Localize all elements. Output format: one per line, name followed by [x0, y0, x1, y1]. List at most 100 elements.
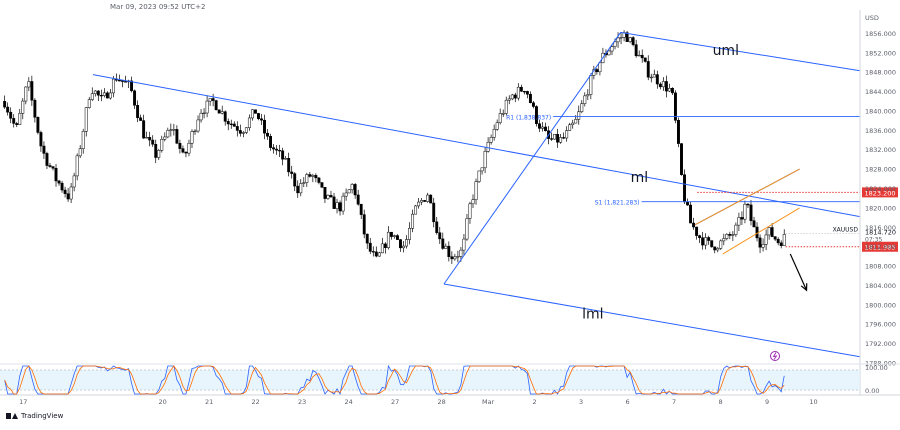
candle-body — [752, 220, 756, 228]
candle-body — [317, 177, 321, 183]
candle-body — [782, 234, 786, 246]
candle-body — [377, 252, 381, 257]
candle-body — [392, 235, 396, 237]
candle-body — [613, 41, 617, 47]
candle-body — [238, 130, 242, 134]
candle-body — [151, 139, 155, 145]
candle-body — [713, 246, 717, 251]
candle-body — [371, 251, 375, 253]
time-tick-label: 23 — [298, 398, 306, 406]
candle-body — [429, 194, 433, 204]
candle-body — [81, 131, 85, 149]
candle-body — [716, 248, 720, 251]
candle-body — [133, 90, 137, 106]
candle-body — [51, 166, 55, 169]
candle-body — [15, 123, 19, 125]
candle-body — [217, 109, 221, 114]
candle-body — [6, 106, 10, 113]
time-tick-label: 3 — [579, 398, 583, 406]
candle-body — [33, 99, 37, 118]
candle-body — [441, 238, 445, 249]
candle-body — [689, 204, 693, 224]
candle-body — [202, 112, 206, 115]
candle-body — [565, 130, 569, 139]
oscillator-d-line — [4, 365, 785, 395]
candle-body — [386, 231, 390, 248]
candle-body — [211, 98, 215, 101]
candle-body — [507, 98, 511, 101]
candle-body — [368, 242, 372, 252]
time-tick-label: 2 — [533, 398, 537, 406]
candle-body — [519, 86, 523, 92]
pitchfork-lower-label: lml — [582, 306, 603, 322]
candle-body — [586, 94, 590, 97]
candle-body — [193, 130, 197, 133]
candle-body — [459, 249, 463, 257]
candle-body — [423, 200, 427, 202]
candle-body — [184, 151, 188, 154]
candle-body — [3, 101, 7, 108]
candle-body — [531, 102, 535, 107]
candle-body — [154, 143, 158, 158]
price-tick-label: 1808.000 — [865, 263, 896, 271]
candle-body — [779, 242, 783, 246]
candle-body — [680, 143, 683, 175]
candle-body — [344, 192, 348, 197]
candle-body — [559, 137, 563, 143]
oscillator-band — [0, 370, 860, 390]
candle-body — [24, 86, 28, 102]
candle-body — [667, 87, 671, 92]
candle-body — [740, 217, 744, 220]
pitchfork-median-label: ml — [631, 170, 649, 186]
candle-body — [405, 239, 408, 247]
candle-body — [160, 139, 164, 151]
candle-body — [57, 180, 61, 184]
candle-body — [568, 124, 572, 131]
candle-body — [60, 182, 64, 191]
candle-body — [580, 103, 584, 113]
candle-body — [136, 105, 140, 119]
channel-lower-line — [722, 207, 800, 255]
time-tick-label: 6 — [625, 398, 629, 406]
candle-body — [399, 239, 402, 249]
candle-body — [598, 62, 602, 73]
candle-body — [456, 256, 460, 258]
candle-body — [269, 136, 273, 148]
candle-body — [544, 126, 547, 131]
candle-body — [145, 137, 149, 139]
candle-body — [99, 94, 103, 97]
candle-body — [722, 238, 726, 242]
candle-body — [737, 217, 741, 226]
candle-body — [637, 54, 641, 57]
oscillator-tick-100: 100.00 — [865, 364, 888, 372]
candle-body — [323, 186, 327, 199]
candle-body — [577, 111, 581, 120]
candle-body — [142, 120, 146, 139]
candle-body — [646, 61, 650, 78]
bearish-arrow — [789, 253, 808, 291]
candle-body — [426, 194, 430, 202]
candle-body — [414, 205, 418, 215]
candle-body — [214, 100, 218, 111]
price-tick-label: 1844.000 — [865, 88, 896, 96]
price-tick-label: 1812.000 — [865, 243, 896, 251]
candle-body — [535, 106, 538, 124]
candle-body — [435, 221, 439, 233]
candle-body — [562, 137, 566, 139]
price-tick-label: 1856.000 — [865, 30, 896, 38]
candle-body — [444, 245, 448, 249]
candle-body — [48, 165, 52, 167]
candle-body — [148, 137, 152, 141]
candle-body — [326, 195, 330, 199]
pivot-label-r1: R1 (1,838.837) — [506, 115, 551, 122]
tradingview-logo-icon — [6, 412, 18, 420]
candle-body — [63, 189, 67, 194]
price-tick-label: 1832.000 — [865, 146, 896, 154]
candle-body — [208, 98, 212, 102]
candle-body — [163, 136, 167, 140]
oscillator-tick-0: 0.00 — [865, 387, 879, 395]
price-tick-label: 1796.000 — [865, 321, 896, 329]
candle-body — [480, 167, 484, 172]
